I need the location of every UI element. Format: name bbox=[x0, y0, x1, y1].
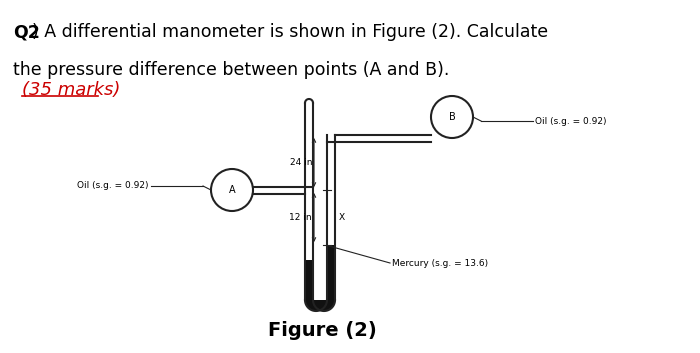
Text: Q2: Q2 bbox=[13, 23, 40, 41]
Text: Oil (s.g. = 0.92): Oil (s.g. = 0.92) bbox=[535, 116, 606, 126]
Text: B: B bbox=[449, 112, 456, 122]
Text: ) A differential manometer is shown in Figure (2). Calculate: ) A differential manometer is shown in F… bbox=[32, 23, 547, 41]
Text: Oil (s.g. = 0.92): Oil (s.g. = 0.92) bbox=[78, 181, 149, 191]
Text: Mercury (s.g. = 13.6): Mercury (s.g. = 13.6) bbox=[392, 259, 488, 269]
Polygon shape bbox=[313, 300, 335, 311]
Polygon shape bbox=[305, 300, 335, 311]
Text: A: A bbox=[229, 185, 235, 195]
Text: 12 in: 12 in bbox=[289, 213, 312, 222]
Bar bbox=[305, 260, 313, 300]
Text: (35 marks): (35 marks) bbox=[22, 81, 120, 99]
Text: the pressure difference between points (A and B).: the pressure difference between points (… bbox=[13, 61, 449, 79]
Text: 24 in: 24 in bbox=[290, 158, 312, 167]
Text: Figure (2): Figure (2) bbox=[267, 322, 377, 341]
Bar bbox=[327, 245, 335, 300]
Text: X: X bbox=[339, 213, 345, 222]
